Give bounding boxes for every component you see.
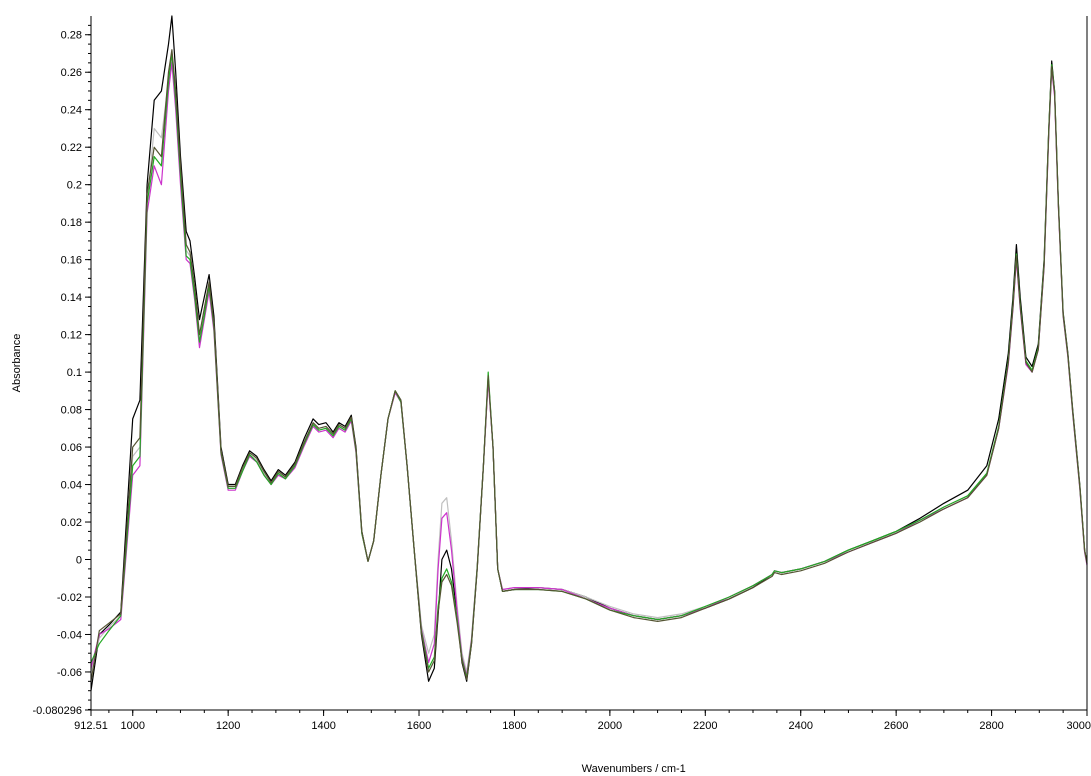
x-tick-label: 1800 [502,720,526,732]
x-tick-label: 1200 [216,720,240,732]
y-tick-label: 0.12 [61,330,82,342]
y-tick-label: 0.16 [61,255,82,267]
x-axis-title: Wavenumbers / cm-1 [582,763,686,775]
x-tick-label: 1400 [311,720,335,732]
x-tick-label: 1600 [407,720,431,732]
x-tick-label: 2000 [598,720,622,732]
y-tick-label: -0.04 [57,629,82,641]
y-tick-label: 0.1 [67,367,82,379]
x-axis-ticks: 912.51 1000 1200 1400 1600 1800 2000 2200 2400 26… [74,710,1091,732]
y-tick-label: 0.26 [61,67,82,79]
y-tick-label: -0.02 [57,592,82,604]
y-tick-label: 0.2 [67,180,82,192]
y-axis-ticks: -0.080296 -0.06 -0.04 -0.02 0 0.02 0.04 0.06 0.0… [32,24,91,717]
spectrum-line [90,15,1088,691]
y-tick-label: 0 [76,555,82,567]
x-tick-label: 2600 [884,720,908,732]
x-tick-label: 2400 [788,720,812,732]
y-axis-title: Absorbance [11,334,23,393]
y-tick-label: 0.24 [61,105,82,117]
series-layer [90,15,1088,691]
y-tick-label: 0.02 [61,517,82,529]
x-tick-label: 2800 [979,720,1003,732]
y-tick-label: -0.080296 [32,705,82,717]
x-tick-label: 2200 [693,720,717,732]
y-tick-label: 0.22 [61,142,82,154]
y-tick-label: 0.18 [61,217,82,229]
y-tick-label: 0.08 [61,405,82,417]
x-tick-label: 3000 [1067,720,1091,732]
y-tick-label: 0.04 [61,480,82,492]
y-tick-label: -0.06 [57,667,82,679]
y-tick-label: 0.14 [61,292,82,304]
x-tick-label: 1000 [121,720,145,732]
x-tick-label: 912.51 [74,720,108,732]
y-tick-label: 0.06 [61,442,82,454]
y-tick-label: 0.28 [61,30,82,42]
spectrum-line [90,49,1088,682]
